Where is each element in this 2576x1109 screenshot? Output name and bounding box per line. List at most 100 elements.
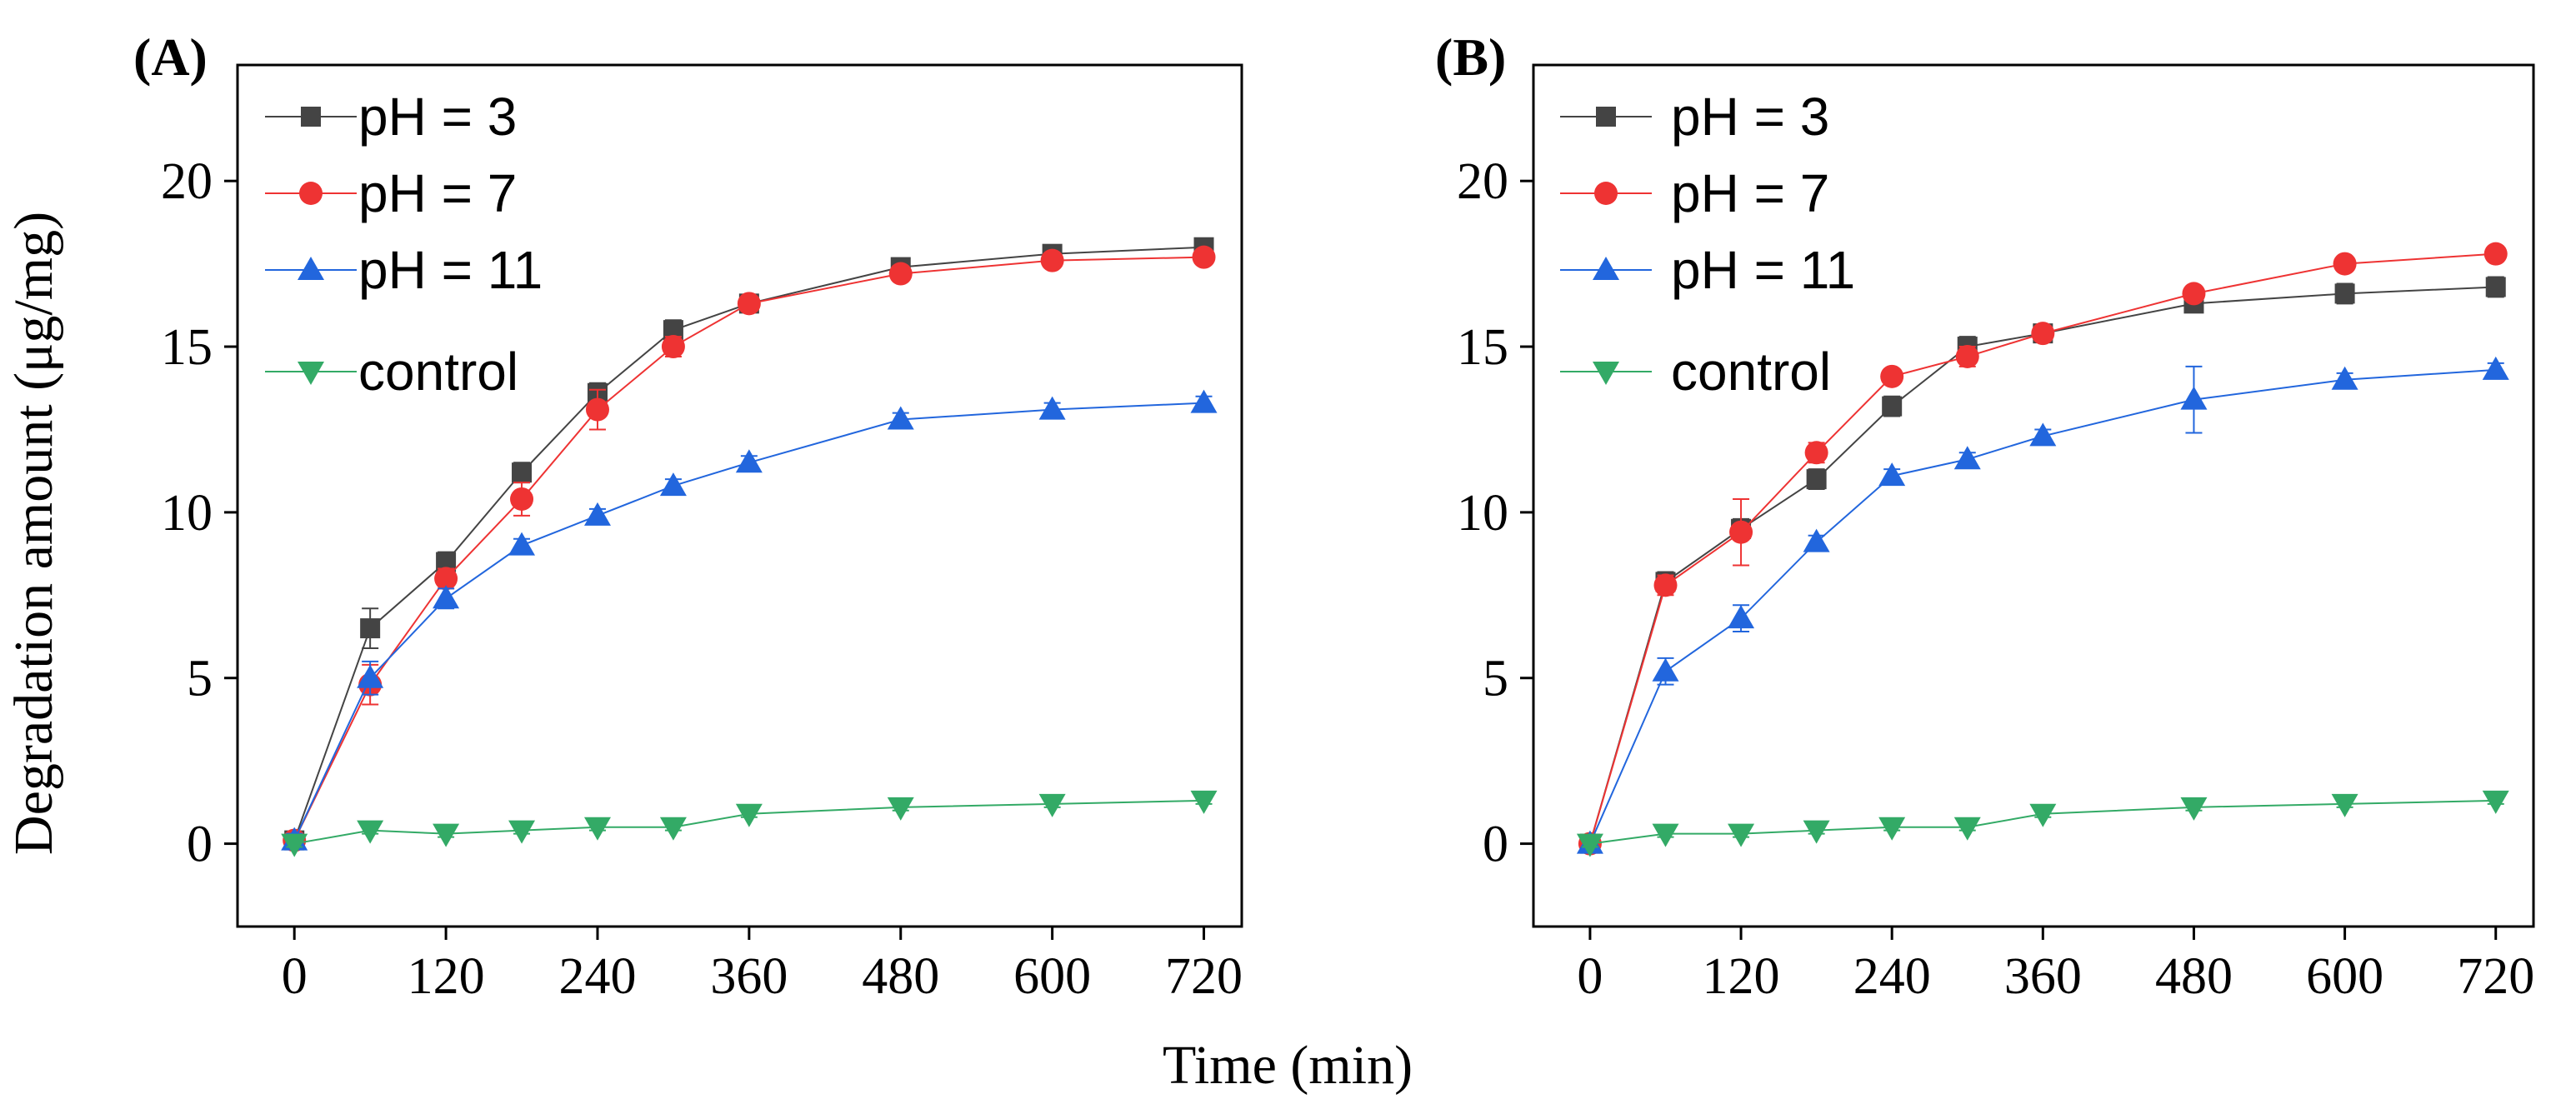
data-point <box>433 585 460 609</box>
legend-label: pH = 3 <box>1671 87 1829 147</box>
data-point <box>1040 248 1064 272</box>
legend-label: pH = 11 <box>358 240 543 300</box>
series-line <box>1588 252 2496 844</box>
legend-marker <box>301 107 321 127</box>
plot-frame <box>1532 63 2535 928</box>
y-tick-label: 10 <box>161 485 213 542</box>
data-point <box>1038 793 1066 817</box>
y-tick-label: 20 <box>161 153 213 210</box>
legend-entry: pH = 7 <box>1560 163 1829 223</box>
data-point <box>1880 364 1904 388</box>
series-ph-7 <box>1578 242 2508 856</box>
y-tick-label: 5 <box>187 651 213 707</box>
series-ph-11 <box>1576 356 2509 854</box>
data-point <box>2333 252 2357 276</box>
data-point <box>1806 469 1827 490</box>
data-point <box>585 397 609 422</box>
legend-marker <box>1594 182 1618 205</box>
legend-label: control <box>358 342 518 402</box>
data-point <box>888 262 913 286</box>
series-control <box>281 790 1218 857</box>
series-ph-7 <box>283 245 1216 852</box>
legend-entry: control <box>1560 342 1831 402</box>
data-point <box>583 817 611 841</box>
x-tick-label: 120 <box>1703 948 1780 1005</box>
data-point <box>661 335 685 359</box>
legend-entry: pH = 11 <box>1560 240 1855 300</box>
series-line <box>293 256 1204 842</box>
data-point <box>735 803 763 827</box>
data-point <box>1728 605 1755 629</box>
data-point <box>508 532 536 556</box>
data-point <box>1192 245 1216 269</box>
data-point <box>1804 441 1828 465</box>
data-point <box>512 462 533 483</box>
data-point <box>510 487 534 511</box>
data-point <box>1955 344 1979 368</box>
x-tick-label: 600 <box>2306 948 2383 1005</box>
x-tick-label: 720 <box>2457 948 2534 1005</box>
legend-marker <box>298 257 324 280</box>
data-point <box>1729 520 1753 544</box>
series-line <box>1589 368 2496 844</box>
legend-label: pH = 11 <box>1671 240 1855 300</box>
y-tick-label: 20 <box>1457 153 1508 210</box>
data-point <box>2482 356 2509 380</box>
data-point <box>357 820 384 844</box>
y-tick-label: 0 <box>187 817 213 873</box>
data-point <box>887 406 914 430</box>
series-line <box>293 402 1204 842</box>
data-point <box>1878 462 1906 487</box>
data-point <box>737 292 761 316</box>
x-tick-label: 480 <box>862 948 939 1005</box>
data-point <box>1878 817 1906 841</box>
data-point <box>1190 389 1218 413</box>
legend-entry: control <box>265 342 518 402</box>
data-point <box>2029 803 2057 827</box>
legend-marker <box>1596 107 1616 127</box>
data-point <box>433 823 460 847</box>
series-ph-11 <box>281 389 1218 851</box>
legend-marker <box>299 182 323 205</box>
panel-a: 0 120 240 360 480 600 720 0 5 10 15 20 (A) pH = 3 pH =… <box>133 27 1243 1005</box>
y-tick-label: 10 <box>1457 485 1508 542</box>
legend-label: pH = 3 <box>358 87 517 147</box>
data-point <box>1652 657 1679 682</box>
data-point <box>1190 790 1218 814</box>
data-point <box>735 449 763 473</box>
data-point <box>583 502 611 526</box>
data-point <box>2029 422 2057 447</box>
data-point <box>2485 277 2506 297</box>
data-point <box>2180 386 2208 410</box>
x-tick-label: 0 <box>282 948 308 1005</box>
legend-marker <box>298 362 324 385</box>
data-point <box>508 820 536 844</box>
data-point <box>434 567 458 591</box>
data-point <box>360 618 381 639</box>
data-point <box>1038 396 1066 420</box>
data-point <box>1953 446 1981 470</box>
x-axis-title: Time (min) <box>1163 1035 1413 1096</box>
panel-b: 0 120 240 360 480 600 720 0 5 10 15 20 (B) pH = 3 pH =… <box>1435 27 2535 1005</box>
data-point <box>1882 396 1903 417</box>
series-line <box>1589 799 2496 845</box>
data-point <box>2331 793 2358 817</box>
series-ph-3 <box>284 237 1214 851</box>
data-point <box>1652 823 1679 847</box>
legend-label: pH = 7 <box>1671 163 1829 223</box>
x-tick-label: 360 <box>710 948 788 1005</box>
x-tick-label: 240 <box>558 948 636 1005</box>
data-point <box>2031 322 2055 346</box>
data-point <box>659 472 687 497</box>
x-tick-label: 720 <box>1165 948 1243 1005</box>
data-point <box>2182 282 2206 306</box>
data-point <box>1653 573 1678 597</box>
y-tick-label: 15 <box>161 319 213 376</box>
plot-frame <box>236 63 1243 928</box>
x-tick-label: 360 <box>2004 948 2082 1005</box>
data-point <box>2331 366 2358 390</box>
series-line <box>294 799 1204 845</box>
x-tick-label: 240 <box>1853 948 1931 1005</box>
series-line <box>293 246 1204 841</box>
data-point <box>2482 790 2509 814</box>
